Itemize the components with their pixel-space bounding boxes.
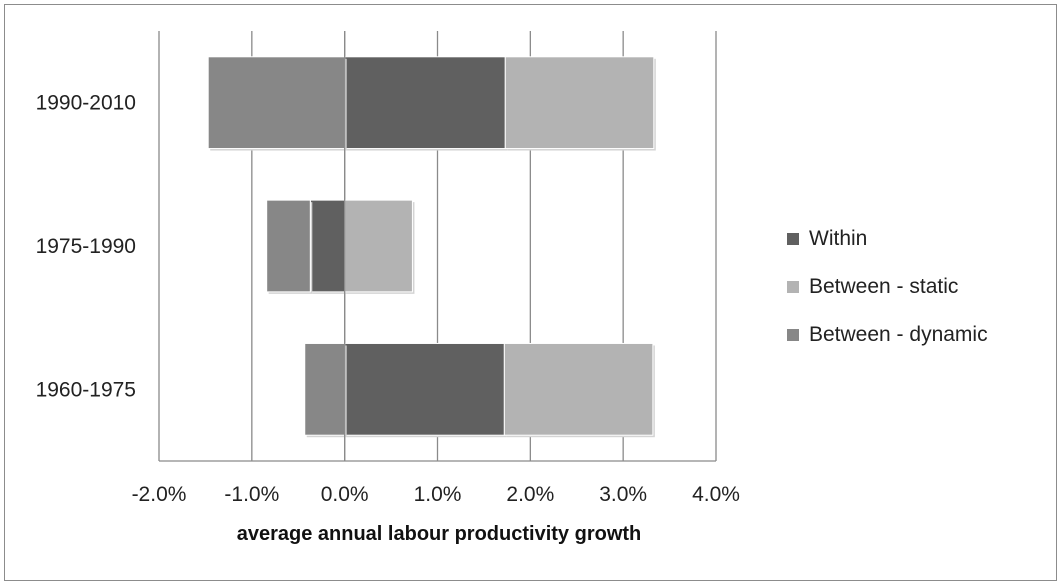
x-tick-label: 3.0% bbox=[599, 483, 647, 506]
bar-segment bbox=[309, 199, 346, 293]
x-tick-label: 4.0% bbox=[692, 483, 740, 506]
bar-chart: -2.0% -1.0% 0.0% 1.0% 2.0% 3.0% 4.0% 1960-1975 1… bbox=[36, 31, 988, 545]
x-tick-label: 0.0% bbox=[321, 483, 369, 506]
x-tick-label: -1.0% bbox=[224, 483, 279, 506]
bar-segment bbox=[344, 342, 505, 436]
bar-segment bbox=[344, 199, 413, 293]
legend-swatch bbox=[787, 329, 799, 341]
axis-labels: -2.0% -1.0% 0.0% 1.0% 2.0% 3.0% 4.0% 1960-1975 1… bbox=[36, 92, 740, 506]
bar-segment bbox=[504, 56, 655, 150]
bar-segment bbox=[344, 56, 506, 150]
bar-segment bbox=[503, 342, 654, 436]
category-label: 1990-2010 bbox=[36, 92, 136, 115]
legend-label: Between - static bbox=[809, 275, 958, 298]
legend-swatch bbox=[787, 233, 799, 245]
category-label: 1975-1990 bbox=[36, 235, 136, 258]
x-tick-label: -2.0% bbox=[132, 483, 187, 506]
category-label: 1960-1975 bbox=[36, 378, 136, 401]
bar-segment bbox=[207, 56, 346, 150]
bar-segment bbox=[266, 199, 311, 293]
x-tick-label: 1.0% bbox=[414, 483, 462, 506]
x-axis-title: average annual labour productivity growt… bbox=[237, 523, 642, 545]
bars bbox=[207, 31, 656, 461]
legend: Within Between - static Between - dynamic bbox=[787, 227, 988, 346]
chart-frame: -2.0% -1.0% 0.0% 1.0% 2.0% 3.0% 4.0% 1960-1975 1… bbox=[4, 4, 1057, 581]
legend-label: Between - dynamic bbox=[809, 323, 988, 346]
legend-label: Within bbox=[809, 227, 867, 250]
legend-swatch bbox=[787, 281, 799, 293]
x-tick-label: 2.0% bbox=[506, 483, 554, 506]
bar-segment bbox=[304, 342, 346, 436]
